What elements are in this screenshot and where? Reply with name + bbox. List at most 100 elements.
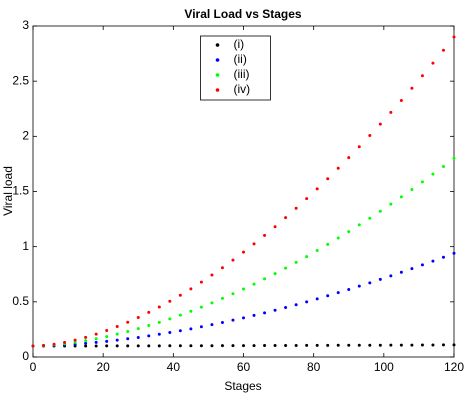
data-point [452, 156, 456, 160]
y-tick-label: 1.5 [12, 184, 29, 198]
data-point [305, 343, 309, 347]
data-point [136, 344, 140, 348]
data-point [168, 317, 172, 321]
data-point [347, 156, 351, 160]
data-point [210, 301, 214, 305]
data-point [189, 309, 193, 313]
data-point [115, 344, 119, 348]
data-point [115, 338, 119, 342]
legend-marker [215, 73, 220, 77]
x-axis-label: Stages [224, 379, 261, 393]
data-point [368, 216, 372, 220]
data-point [126, 337, 130, 341]
data-point [420, 343, 424, 347]
data-point [147, 310, 151, 314]
data-point [399, 195, 403, 199]
data-point [252, 313, 256, 317]
data-point [84, 341, 88, 345]
data-point [94, 332, 98, 336]
data-point [284, 266, 288, 270]
data-point [347, 230, 351, 234]
data-point [115, 325, 119, 329]
y-tick-label: 3 [22, 18, 29, 32]
y-tick-label: 2 [22, 129, 29, 143]
data-point [136, 316, 140, 320]
data-point [326, 177, 330, 181]
data-point [252, 242, 256, 246]
x-tick-label: 0 [30, 360, 37, 374]
data-point [336, 166, 340, 170]
data-point [389, 110, 393, 114]
data-point [263, 344, 267, 348]
data-point [42, 343, 46, 347]
data-point [220, 320, 224, 324]
data-point [294, 206, 298, 210]
data-point [94, 337, 98, 341]
data-point [452, 343, 456, 347]
data-point [84, 339, 88, 343]
data-point [326, 242, 330, 246]
data-point [368, 281, 372, 285]
data-point [326, 294, 330, 298]
data-point [420, 74, 424, 78]
chart-title: Viral Load vs Stages [184, 7, 301, 21]
data-point [84, 335, 88, 339]
data-point [389, 202, 393, 206]
data-point [94, 340, 98, 344]
data-point [336, 291, 340, 295]
data-point [347, 343, 351, 347]
data-point [431, 343, 435, 347]
data-point [147, 334, 151, 338]
data-point [284, 344, 288, 348]
data-point [368, 134, 372, 138]
data-point [410, 343, 414, 347]
data-point [399, 98, 403, 102]
data-point [126, 330, 130, 334]
data-point [315, 187, 319, 191]
data-point [389, 274, 393, 278]
data-point [63, 340, 67, 344]
data-point [105, 339, 109, 343]
data-point [231, 344, 235, 348]
data-point [441, 343, 445, 347]
data-point [294, 303, 298, 307]
data-point [242, 287, 245, 291]
data-point [357, 284, 361, 288]
data-point [220, 296, 224, 300]
data-point [263, 277, 267, 281]
data-point [252, 282, 256, 286]
data-point [284, 216, 288, 220]
data-point [431, 172, 435, 176]
data-point [136, 335, 140, 339]
data-point [399, 270, 403, 274]
data-point [305, 197, 309, 201]
data-point [378, 209, 382, 213]
data-point [242, 344, 245, 348]
data-point [178, 344, 182, 348]
legend-label: (iii) [234, 67, 250, 81]
x-tick-label: 60 [237, 360, 251, 374]
data-point [168, 331, 172, 335]
data-point [389, 343, 393, 347]
data-point [410, 267, 414, 271]
data-point [157, 320, 161, 324]
data-point [378, 277, 382, 281]
data-point [105, 335, 109, 339]
y-tick-label: 0.5 [12, 294, 29, 308]
legend-label: (iv) [234, 82, 251, 96]
data-point [378, 122, 382, 126]
legend-box [200, 35, 271, 101]
data-point [115, 332, 119, 336]
data-point [294, 344, 298, 348]
x-tick-label: 100 [374, 360, 394, 374]
data-point [94, 344, 98, 348]
data-point [199, 305, 203, 309]
data-point [210, 344, 214, 348]
data-point [294, 260, 298, 264]
data-point [242, 250, 245, 254]
data-point [178, 313, 182, 317]
data-point [336, 343, 340, 347]
data-point [189, 344, 193, 348]
data-point [263, 233, 267, 237]
data-point [199, 280, 203, 284]
